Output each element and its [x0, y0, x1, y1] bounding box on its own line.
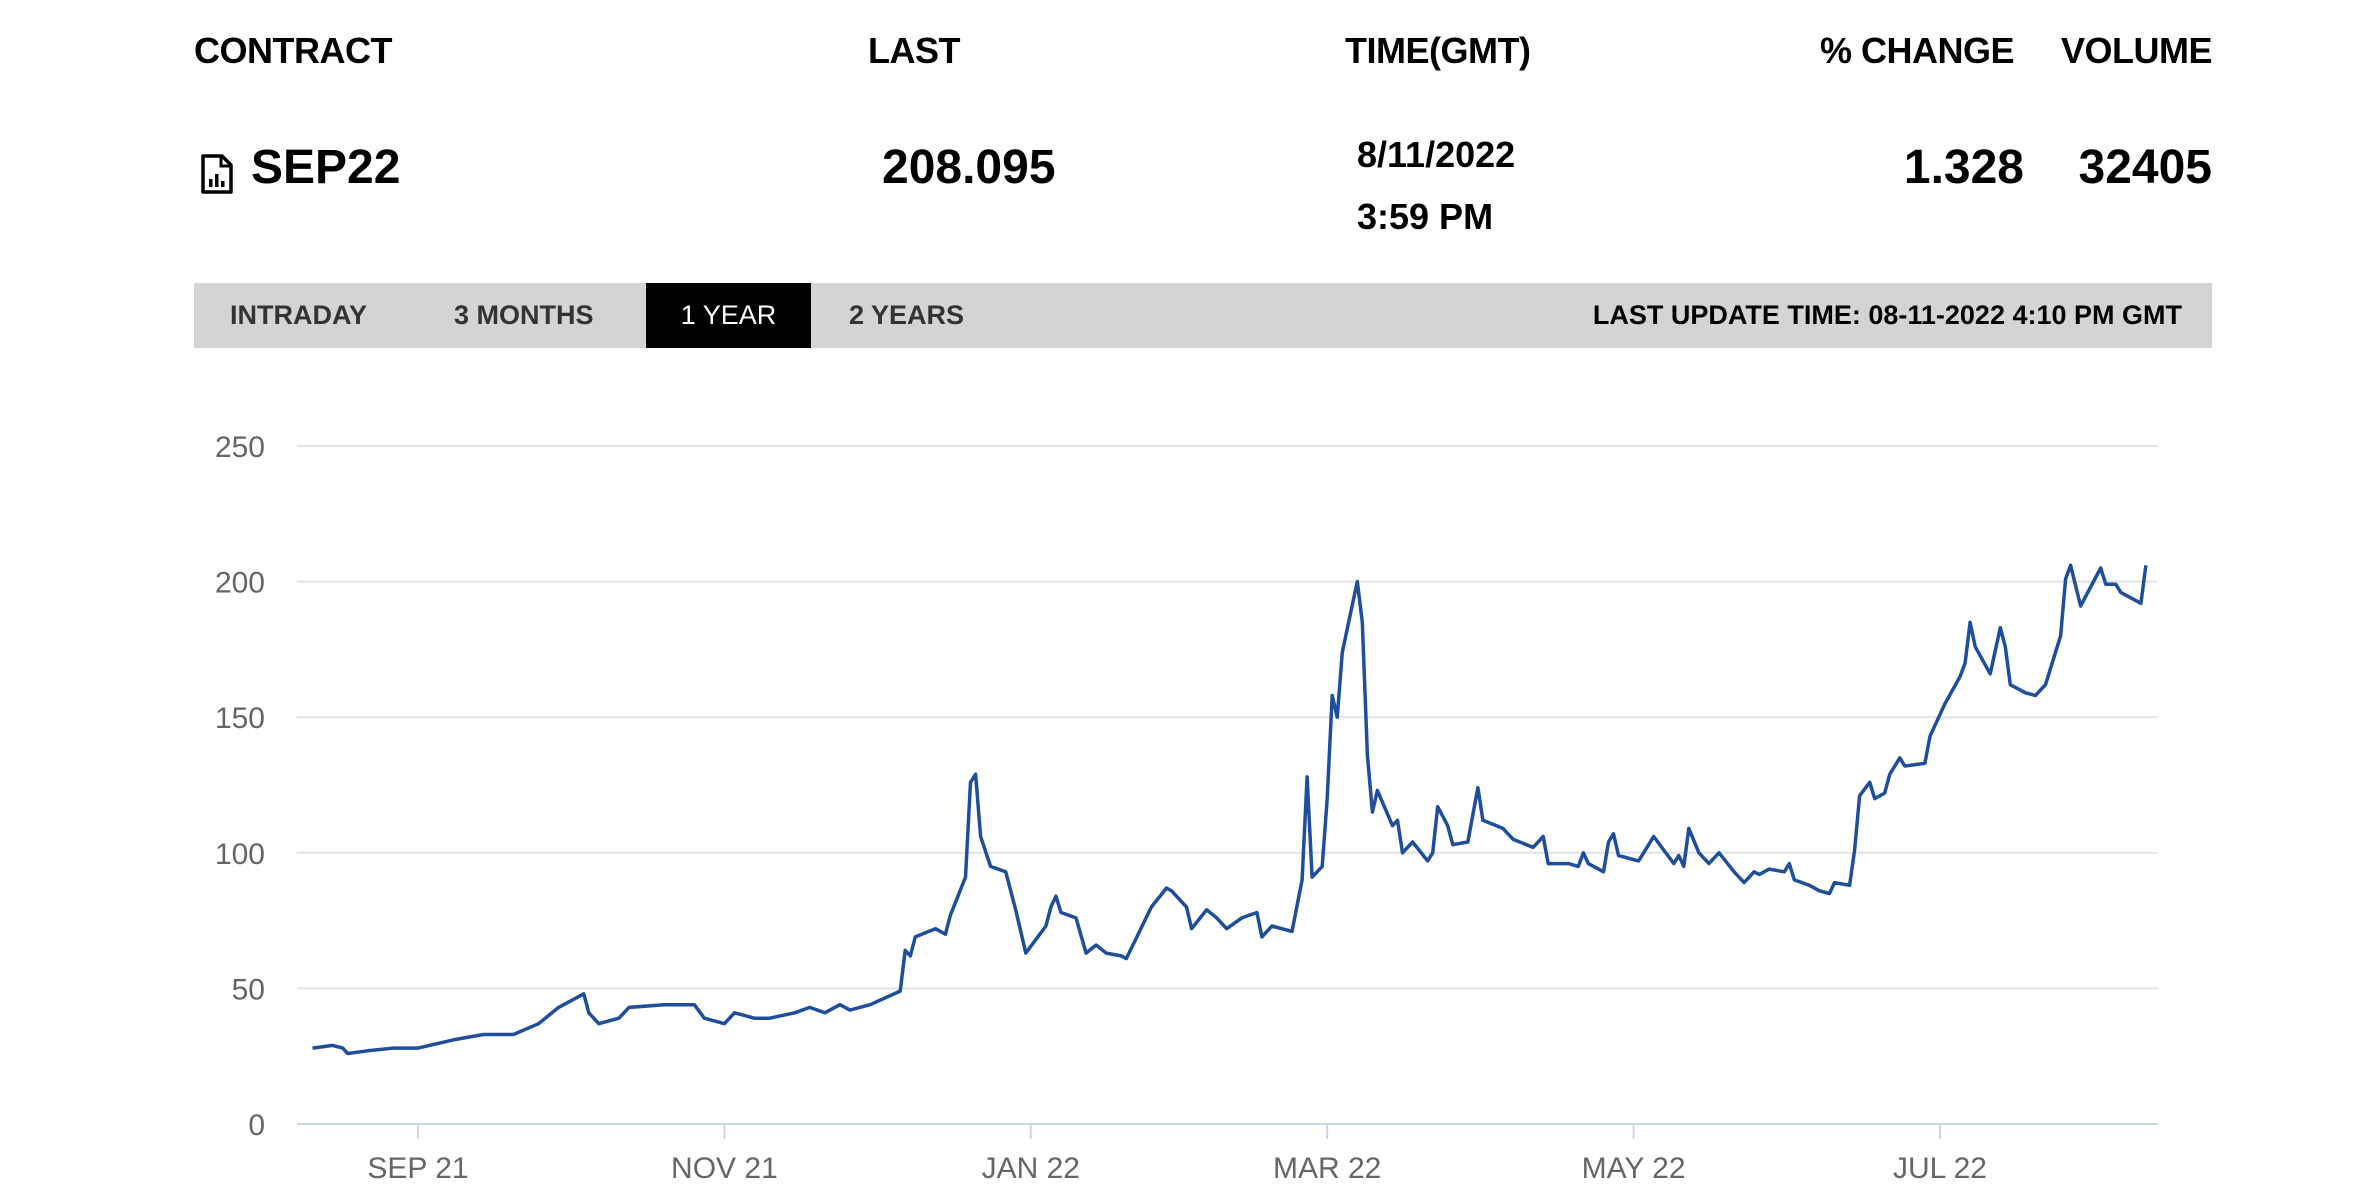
file-chart-icon[interactable]	[200, 154, 234, 199]
x-tick-label: JUL 22	[1893, 1152, 1987, 1185]
header-volume: VOLUME	[2060, 30, 2213, 71]
y-tick-label: 150	[215, 702, 265, 735]
range-tab-bar: INTRADAY 3 MONTHS 1 YEAR 2 YEARS LAST UP…	[194, 283, 2212, 348]
y-tick-label: 100	[215, 838, 265, 871]
y-tick-label: 200	[215, 567, 265, 600]
time-value: 3:59 PM	[1357, 196, 1494, 237]
x-tick-label: MAR 22	[1273, 1152, 1381, 1185]
tab-3-months[interactable]: 3 MONTHS	[454, 300, 594, 330]
tab-1-year[interactable]: 1 YEAR	[646, 283, 811, 348]
header-contract: CONTRACT	[194, 30, 392, 71]
x-tick-label: SEP 21	[367, 1152, 468, 1185]
x-tick-label: NOV 21	[671, 1152, 778, 1185]
contract-value[interactable]: SEP22	[251, 141, 401, 194]
last-value: 208.095	[882, 141, 1056, 194]
volume-value: 32405	[2078, 141, 2212, 194]
price-series-line	[312, 563, 2148, 1056]
y-tick-label: 50	[232, 973, 265, 1006]
x-tick-label: MAY 22	[1582, 1152, 1686, 1185]
header-last: LAST	[868, 30, 961, 71]
tab-2-years[interactable]: 2 YEARS	[849, 300, 965, 330]
header-time: TIME(GMT)	[1345, 30, 1531, 71]
x-tick-label: JAN 22	[982, 1152, 1080, 1185]
last-update-time: LAST UPDATE TIME: 08-11-2022 4:10 PM GMT	[1592, 300, 2182, 330]
y-tick-label: 250	[215, 431, 265, 464]
header-change: % CHANGE	[1820, 30, 2015, 71]
change-value: 1.328	[1903, 141, 2024, 194]
date-value: 8/11/2022	[1357, 134, 1516, 175]
tab-intraday[interactable]: INTRADAY	[230, 300, 368, 330]
price-chart: 0 50 100 150 200 250 SEP 21 NOV 21 JAN 22 MAR 22 M…	[215, 431, 2158, 1185]
y-tick-label: 0	[248, 1109, 265, 1142]
